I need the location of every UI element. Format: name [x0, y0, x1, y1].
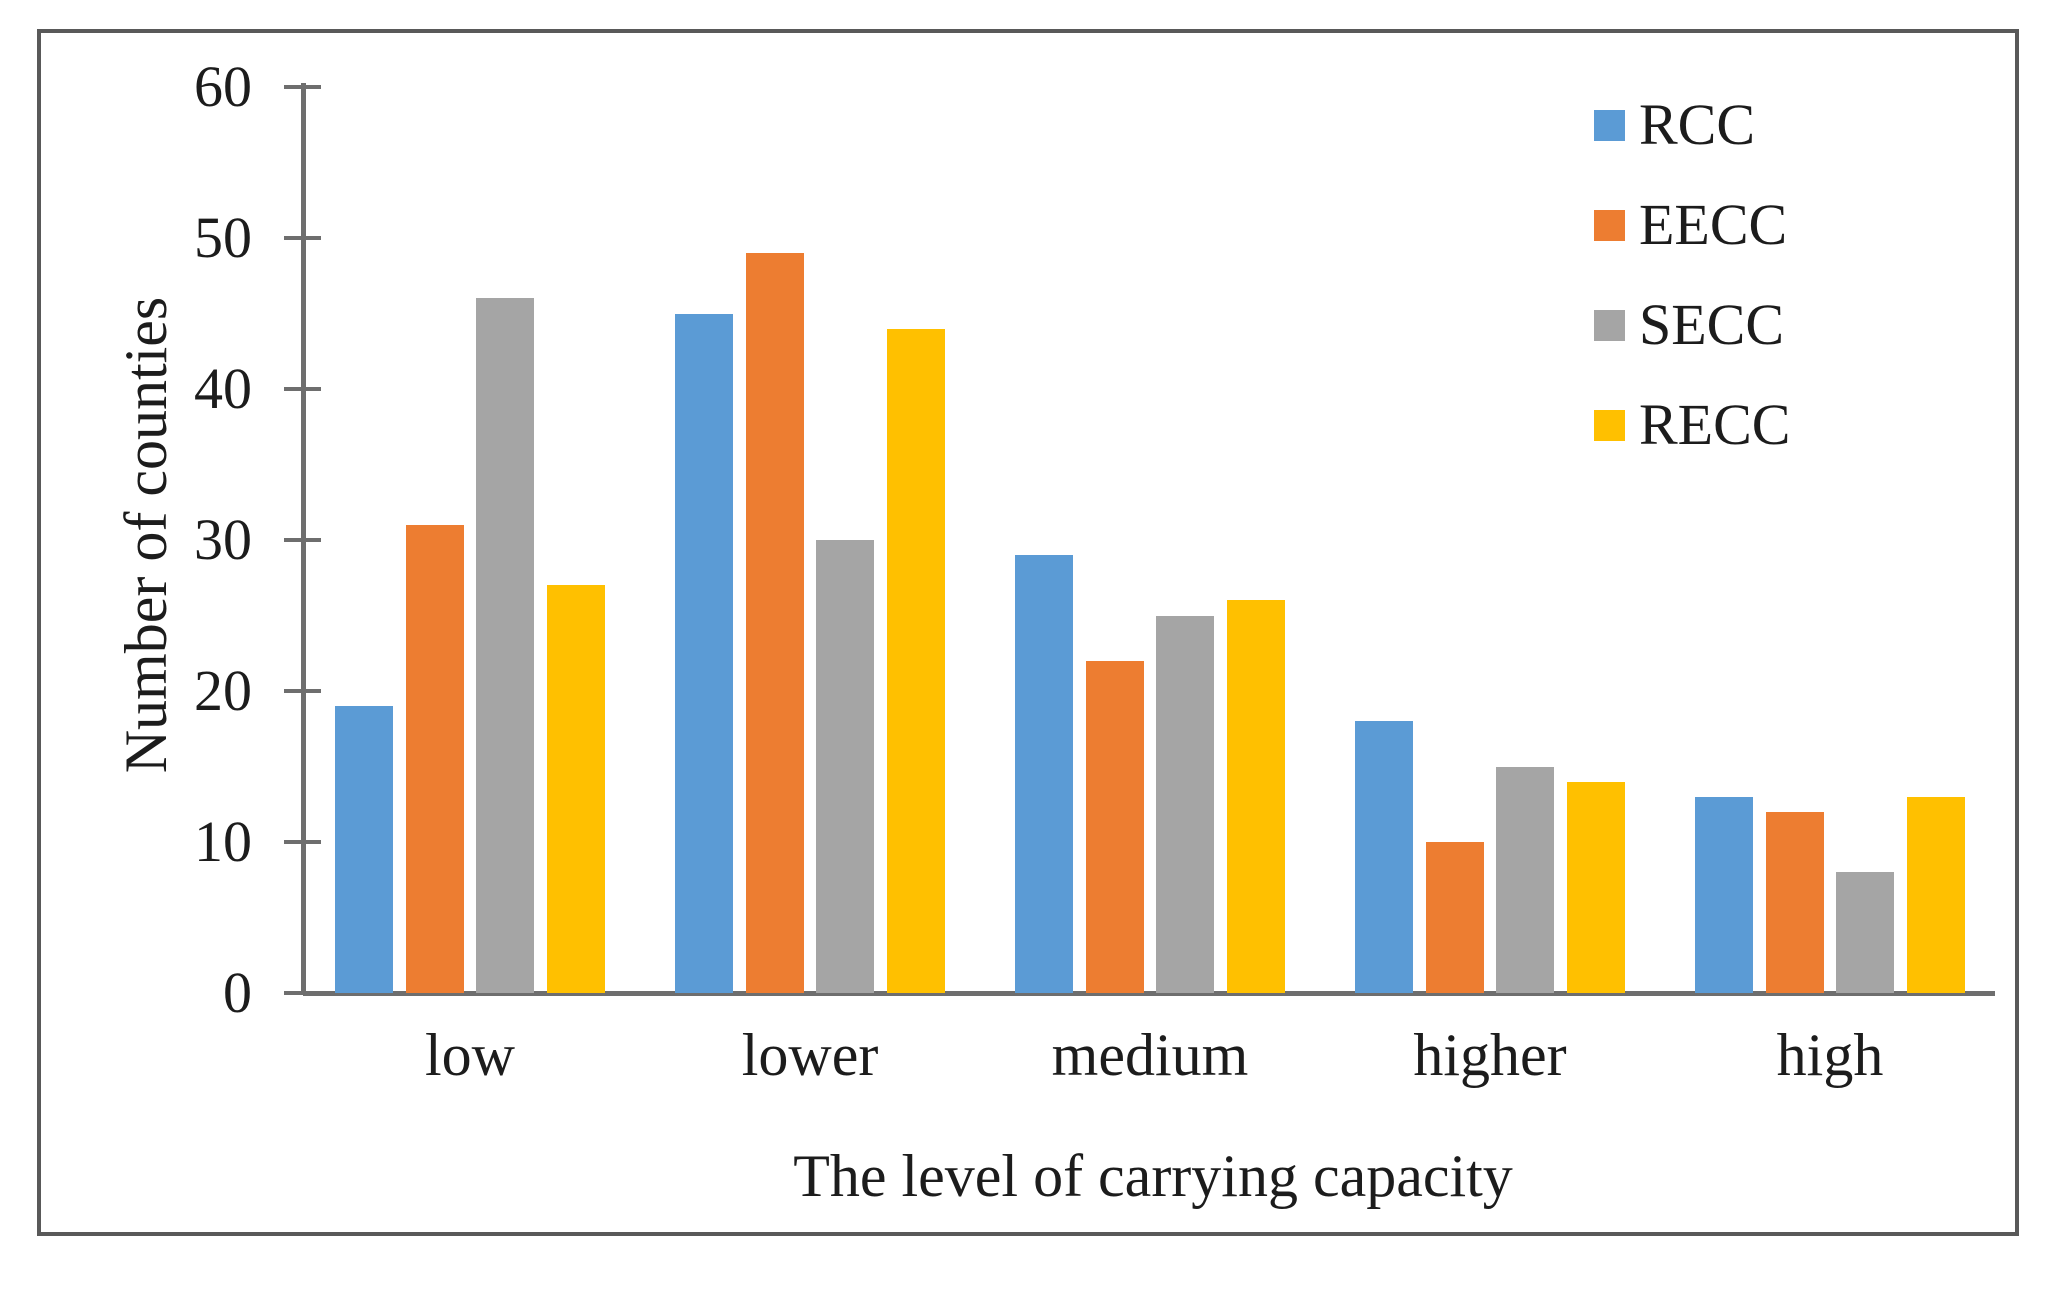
legend-label-rcc: RCC	[1639, 92, 1756, 157]
bar-secc-higher	[1496, 766, 1555, 993]
legend-swatch-recc	[1594, 409, 1625, 441]
bar-eecc-low	[405, 524, 464, 993]
bar-eecc-high	[1765, 811, 1824, 993]
legend-label-secc: SECC	[1639, 292, 1785, 357]
x-category-label: medium	[1051, 1022, 1249, 1088]
bar-secc-lower	[816, 540, 875, 993]
bar-rcc-high	[1695, 796, 1754, 993]
bar-recc-low	[546, 585, 605, 993]
x-category-label: lower	[741, 1022, 879, 1088]
legend-entry-recc: RECC	[1594, 392, 1791, 458]
bar-secc-low	[476, 298, 535, 993]
legend-label-eecc: EECC	[1639, 192, 1788, 257]
bar-rcc-higher	[1355, 721, 1414, 993]
y-tick	[284, 387, 321, 391]
y-tick-label: 30	[194, 507, 252, 572]
y-tick	[284, 236, 321, 240]
legend-swatch-secc	[1594, 309, 1625, 341]
y-tick	[284, 538, 321, 542]
bar-recc-high	[1906, 796, 1965, 993]
bar-recc-medium	[1226, 600, 1285, 993]
bar-secc-high	[1836, 872, 1895, 993]
legend-label-recc: RECC	[1639, 392, 1791, 457]
y-tick	[284, 840, 321, 844]
x-category-label: low	[425, 1022, 515, 1088]
bar-eecc-higher	[1425, 842, 1484, 993]
bar-rcc-medium	[1015, 555, 1074, 993]
y-tick-label: 50	[194, 205, 252, 270]
y-tick-label: 40	[194, 356, 252, 421]
y-tick-label: 20	[194, 658, 252, 723]
y-tick-label: 0	[223, 960, 252, 1025]
x-axis-title: The level of carrying capacity	[793, 1143, 1513, 1209]
y-tick-label: 60	[194, 54, 252, 119]
y-tick	[284, 85, 321, 89]
bar-eecc-medium	[1085, 660, 1144, 993]
legend-entry-eecc: EECC	[1594, 192, 1787, 258]
x-category-label: higher	[1413, 1022, 1567, 1088]
bar-eecc-lower	[745, 253, 804, 993]
y-tick	[284, 689, 321, 693]
legend-entry-secc: SECC	[1594, 292, 1784, 358]
bar-rcc-lower	[675, 313, 734, 993]
y-tick-label: 10	[194, 809, 252, 874]
bar-secc-medium	[1156, 615, 1215, 993]
legend-entry-rcc: RCC	[1594, 92, 1755, 158]
bar-rcc-low	[335, 706, 394, 993]
legend-swatch-eecc	[1594, 209, 1625, 241]
x-axis-line	[303, 991, 1995, 996]
x-category-label: high	[1776, 1022, 1884, 1088]
bar-recc-higher	[1566, 781, 1625, 993]
y-tick	[284, 991, 321, 995]
bar-recc-lower	[886, 328, 945, 993]
legend-swatch-rcc	[1594, 109, 1625, 141]
